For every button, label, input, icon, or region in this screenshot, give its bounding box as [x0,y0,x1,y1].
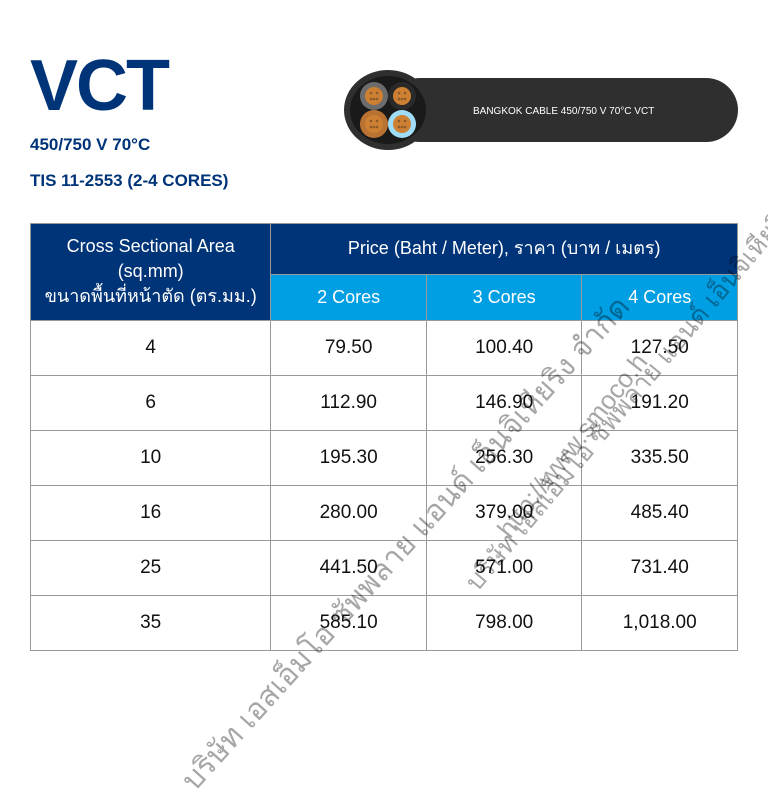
table-row: 479.50100.40127.50 [31,320,738,375]
table-cell: 127.50 [582,320,738,375]
table-cell: 1,018.00 [582,595,738,650]
table-cell: 112.90 [271,375,427,430]
table-cell: 195.30 [271,430,427,485]
table-cell: 280.00 [271,485,427,540]
table-row: 6112.90146.90191.20 [31,375,738,430]
price-table: Cross Sectional Area (sq.mm) ขนาดพื้นที่… [30,223,738,651]
table-row: 25441.50571.00731.40 [31,540,738,595]
table-cell: 798.00 [426,595,582,650]
table-cell: 191.20 [582,375,738,430]
price-table-wrap: Cross Sectional Area (sq.mm) ขนาดพื้นที่… [0,203,768,651]
spec-line-2: TIS 11-2553 (2-4 CORES) [30,168,228,194]
table-cell: 79.50 [271,320,427,375]
col-header-3cores: 3 Cores [426,274,582,320]
cable-label-text: BANGKOK CABLE 450/750 V 70°C VCT [473,106,654,117]
table-cell: 731.40 [582,540,738,595]
table-cell: 6 [31,375,271,430]
col-header-price: Price (Baht / Meter), ราคา (บาท / เมตร) [271,224,738,275]
title-block: VCT 450/750 V 70°C TIS 11-2553 (2-4 CORE… [30,50,228,193]
col-header-2cores: 2 Cores [271,274,427,320]
cable-illustration: BANGKOK CABLE 450/750 V 70°C VCT [328,60,738,165]
table-cell: 256.30 [426,430,582,485]
area-header-en: Cross Sectional Area (sq.mm) [67,236,235,281]
table-cell: 100.40 [426,320,582,375]
table-cell: 16 [31,485,271,540]
table-row: 16280.00379.00485.40 [31,485,738,540]
table-cell: 379.00 [426,485,582,540]
col-header-4cores: 4 Cores [582,274,738,320]
area-header-th: ขนาดพื้นที่หน้าตัด (ตร.มม.) [45,286,257,306]
spec-line-1: 450/750 V 70°C [30,132,228,158]
table-cell: 585.10 [271,595,427,650]
table-cell: 25 [31,540,271,595]
table-row: 10195.30256.30335.50 [31,430,738,485]
table-cell: 4 [31,320,271,375]
table-cell: 335.50 [582,430,738,485]
product-title: VCT [30,50,228,122]
table-cell: 10 [31,430,271,485]
table-cell: 146.90 [426,375,582,430]
table-row: 35585.10798.001,018.00 [31,595,738,650]
table-cell: 571.00 [426,540,582,595]
table-cell: 485.40 [582,485,738,540]
table-cell: 441.50 [271,540,427,595]
table-cell: 35 [31,595,271,650]
cable-icon: BANGKOK CABLE 450/750 V 70°C VCT [328,60,738,160]
col-header-area: Cross Sectional Area (sq.mm) ขนาดพื้นที่… [31,224,271,321]
header: VCT 450/750 V 70°C TIS 11-2553 (2-4 CORE… [0,0,768,203]
